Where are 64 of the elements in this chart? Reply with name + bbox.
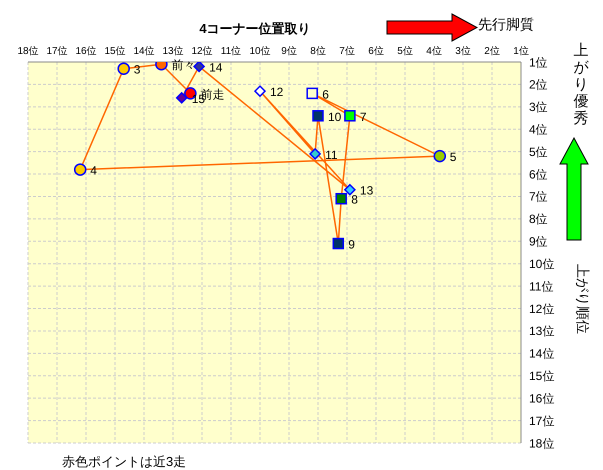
y-tick-label: 6位 xyxy=(529,167,548,182)
y-tick-label: 8位 xyxy=(529,212,548,226)
x-tick-label: 3位 xyxy=(455,45,471,57)
annotation: 前々 xyxy=(171,58,196,72)
annotation: 12 xyxy=(270,85,284,100)
y-tick-label: 16位 xyxy=(529,391,554,406)
x-tick-label: 14位 xyxy=(133,45,155,57)
annotation: 9 xyxy=(348,238,356,252)
x-tick-label: 7位 xyxy=(339,45,355,57)
point xyxy=(176,92,188,104)
point xyxy=(335,192,347,204)
point xyxy=(193,62,205,72)
x-tick-label: 15位 xyxy=(104,45,126,57)
annotation: 13 xyxy=(360,184,374,198)
x-tick-label: 16位 xyxy=(75,45,97,57)
y-tick-label: 17位 xyxy=(529,414,554,428)
y-tick-label: 2位 xyxy=(529,78,548,92)
y-tick-label: 4位 xyxy=(529,122,548,136)
point xyxy=(309,148,321,160)
x-tick-label: 11位 xyxy=(220,45,242,57)
point xyxy=(344,184,356,196)
x-tick-label: 4位 xyxy=(426,45,442,57)
y-tick-label: 14位 xyxy=(529,346,554,361)
text: 上がり優秀 xyxy=(573,42,589,127)
annotation: 6 xyxy=(322,87,330,102)
y-tick-label: 15位 xyxy=(529,369,554,384)
point xyxy=(306,88,318,100)
y-tick-label: 5位 xyxy=(529,144,548,159)
y-tick-label: 9位 xyxy=(529,234,548,249)
x-tick-label: 17位 xyxy=(46,45,68,57)
text: 先行脚質 xyxy=(478,16,534,34)
point xyxy=(434,150,446,162)
annotation: 14 xyxy=(209,60,223,74)
x-tick-label: 10位 xyxy=(249,45,271,57)
chart-title: 4コーナー位置取り xyxy=(198,20,312,38)
y-tick-label: 3位 xyxy=(529,100,548,114)
x-tick-label: 18位 xyxy=(17,45,39,57)
x-tick-label: 6位 xyxy=(368,45,384,57)
y-tick-label: 10位 xyxy=(529,256,554,271)
annotation: 8 xyxy=(351,192,358,207)
y-tick-label: 1位 xyxy=(529,55,548,70)
annotation: 11 xyxy=(325,148,338,162)
y-tick-label: 18位 xyxy=(529,436,554,450)
x-tick-label: 12位 xyxy=(191,45,213,57)
y-tick-label: 13位 xyxy=(529,324,554,338)
point xyxy=(312,110,324,122)
annotation: 10 xyxy=(328,110,342,124)
y2-axis-title: 上がり順位 xyxy=(574,263,591,336)
annotation: 5 xyxy=(450,150,457,164)
point xyxy=(332,238,344,250)
point xyxy=(117,62,130,75)
y-tick-label: 7位 xyxy=(529,190,548,204)
text: 赤色ポイントは近3走 xyxy=(62,453,186,470)
x-tick-label: 13位 xyxy=(162,45,184,57)
x-tick-label: 1位 xyxy=(513,45,529,57)
y-tick-label: 11位 xyxy=(529,279,554,294)
point xyxy=(344,110,356,122)
x-tick-label: 2位 xyxy=(484,45,500,57)
point xyxy=(74,163,86,176)
x-tick-label: 9位 xyxy=(281,45,297,57)
y-tick-label: 12位 xyxy=(529,302,554,316)
x-tick-label: 8位 xyxy=(310,45,326,57)
x-tick-label: 5位 xyxy=(397,45,413,57)
point xyxy=(254,85,266,97)
